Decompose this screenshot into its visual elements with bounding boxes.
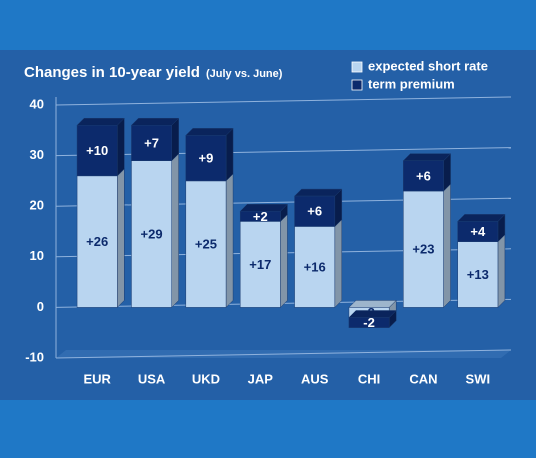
bar-top <box>402 153 452 161</box>
bar-side <box>171 153 179 309</box>
value-label: +2 <box>253 209 268 224</box>
value-label: +29 <box>141 226 163 241</box>
value-label: +13 <box>467 267 489 282</box>
y-tick-label: -10 <box>25 349 44 364</box>
value-label: +26 <box>86 234 108 249</box>
value-label: +23 <box>412 242 434 257</box>
bar <box>185 135 227 182</box>
legend-swatch <box>351 61 363 73</box>
x-tick-label: CAN <box>409 371 437 386</box>
y-tick-label: 20 <box>30 198 44 213</box>
value-label: +10 <box>86 143 108 158</box>
value-label: +9 <box>199 151 214 166</box>
bar <box>457 221 499 242</box>
y-tick-label: 30 <box>30 147 44 162</box>
bar <box>131 124 172 161</box>
legend-label: term premium <box>368 76 455 91</box>
bar-top <box>185 128 234 136</box>
value-label: -2 <box>363 315 375 330</box>
bar-side <box>280 213 288 309</box>
value-label: +25 <box>195 237 217 252</box>
legend-label: expected short rate <box>368 58 488 73</box>
x-tick-label: AUS <box>301 371 329 386</box>
bar-side <box>497 234 506 309</box>
bar-top <box>293 188 343 197</box>
bar-side <box>117 168 125 309</box>
x-tick-label: USA <box>138 371 166 386</box>
value-label: +6 <box>416 168 431 183</box>
value-label: +17 <box>249 257 271 272</box>
legend-swatch <box>351 79 363 91</box>
bar <box>348 317 390 328</box>
value-label: +7 <box>144 135 159 150</box>
grid-line <box>55 96 512 106</box>
bar <box>294 226 336 308</box>
x-tick-label: EUR <box>83 371 111 386</box>
bar-side <box>443 183 451 309</box>
bar <box>457 241 499 308</box>
bar-top <box>130 117 180 126</box>
bar-top <box>457 214 506 222</box>
bar <box>239 221 281 308</box>
bar <box>185 180 227 308</box>
bar-side <box>225 173 234 309</box>
bar-side <box>117 117 125 177</box>
value-label: +16 <box>304 259 326 274</box>
x-tick-label: JAP <box>248 371 274 386</box>
chart-title: Changes in 10-year yield <box>24 64 200 81</box>
value-label: +6 <box>307 204 322 219</box>
bar <box>239 211 281 222</box>
chart-subtitle: (July vs. June) <box>206 68 283 80</box>
x-tick-label: SWI <box>466 371 491 386</box>
bar <box>76 175 118 308</box>
bar <box>76 124 118 177</box>
bar <box>403 190 444 308</box>
x-tick-label: UKD <box>192 371 220 386</box>
bar-side <box>171 117 179 162</box>
bar-side <box>225 127 234 182</box>
grid-line <box>55 349 512 359</box>
bar-side <box>334 218 343 309</box>
x-tick-label: CHI <box>358 371 380 386</box>
y-tick-label: 10 <box>30 248 44 263</box>
value-label: +4 <box>470 224 486 239</box>
bar-top <box>76 117 125 126</box>
bar <box>294 195 336 227</box>
y-tick-label: 40 <box>30 96 44 111</box>
y-tick-label: 0 <box>37 299 44 314</box>
bar <box>403 160 444 192</box>
bar <box>131 160 172 308</box>
